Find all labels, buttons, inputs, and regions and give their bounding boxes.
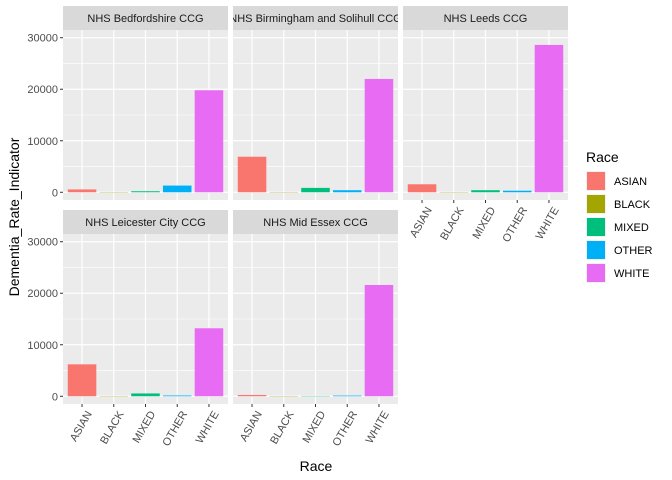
- bar-white: [194, 90, 224, 193]
- bar-asian: [237, 156, 267, 193]
- bar-asian: [67, 189, 97, 193]
- bar-white: [364, 78, 394, 193]
- legend-swatch: [587, 264, 605, 282]
- legend-label: ASIAN: [614, 176, 647, 188]
- bar-other: [332, 190, 362, 193]
- facet-title: NHS Leeds CCG: [444, 13, 528, 25]
- legend-swatch: [587, 218, 605, 236]
- bar-other: [332, 395, 362, 397]
- x-tick-label: MIXED: [471, 205, 499, 241]
- x-tick-label: OTHER: [330, 409, 360, 448]
- x-tick-label: ASIAN: [68, 409, 95, 444]
- x-tick-label: WHITE: [194, 409, 222, 446]
- facet-strip: [233, 6, 398, 30]
- facet-title: NHS Bedfordshire CCG: [87, 13, 203, 25]
- facet-strip: [403, 6, 568, 30]
- bar-other: [502, 190, 532, 193]
- bar-mixed: [131, 393, 160, 397]
- bar-mixed: [301, 187, 330, 193]
- facet-panel: NHS Mid Essex CCG ASIAN BLACK MIXED OTHER WHI…: [233, 210, 398, 448]
- facet-strip: [63, 210, 228, 234]
- x-tick-label: WHITE: [364, 409, 392, 446]
- facet-panel: NHS Bedfordshire CCG 0 10000 20000 30000: [27, 6, 228, 200]
- x-tick-label: BLACK: [438, 205, 467, 243]
- legend-label: WHITE: [614, 268, 649, 280]
- x-tick-label: OTHER: [160, 409, 190, 448]
- y-tick-label: 0: [52, 187, 58, 199]
- y-tick-label: 10000: [27, 340, 58, 352]
- legend-swatch: [587, 172, 605, 190]
- y-tick-label: 30000: [27, 33, 58, 45]
- y-tick-label: 20000: [27, 84, 58, 96]
- bar-asian: [67, 364, 97, 397]
- bar-other: [162, 395, 192, 397]
- legend-title: Race: [586, 149, 619, 165]
- y-tick-label: 30000: [27, 237, 58, 249]
- x-tick-label: ASIAN: [238, 409, 265, 444]
- y-tick-label: 0: [52, 391, 58, 403]
- bar-white: [534, 44, 564, 193]
- x-tick-label: ASIAN: [408, 205, 435, 240]
- bar-asian: [407, 184, 437, 193]
- x-tick-label: OTHER: [500, 205, 530, 244]
- legend: Race ASIAN BLACK MIXED OTHER WHITE: [586, 149, 653, 283]
- facet-panel: NHS Leeds CCG ASIAN BLACK MIXED OTHER WHITE: [403, 6, 568, 244]
- legend-label: OTHER: [614, 245, 653, 257]
- bar-mixed: [471, 190, 500, 193]
- facet-panel: NHS Leicester City CCG 0 10000 20000 30000 AS…: [27, 210, 228, 448]
- legend-item: MIXED: [586, 217, 649, 237]
- x-tick-label: WHITE: [534, 205, 562, 242]
- bar-asian: [237, 394, 267, 397]
- facet-panel: NHS Birmingham and Solihull CCG: [229, 6, 401, 200]
- x-tick-label: MIXED: [301, 409, 329, 445]
- legend-item: WHITE: [586, 263, 649, 283]
- facet-panels: NHS Bedfordshire CCG0100002000030000NHS …: [27, 6, 568, 448]
- y-tick-label: 20000: [27, 288, 58, 300]
- facet-title: NHS Leicester City CCG: [85, 217, 205, 229]
- y-axis-title: Dementia_Rate_Indicator: [6, 137, 22, 296]
- legend-item: BLACK: [586, 194, 651, 214]
- bar-white: [364, 285, 394, 397]
- facet-strip: [63, 6, 228, 30]
- legend-label: BLACK: [614, 199, 651, 211]
- bar-mixed: [131, 191, 160, 193]
- facet-title: NHS Mid Essex CCG: [263, 217, 368, 229]
- x-tick-label: BLACK: [98, 409, 127, 447]
- bar-white: [194, 328, 224, 397]
- facet-strip: [233, 210, 398, 234]
- x-axis-title: Race: [300, 458, 333, 474]
- legend-label: MIXED: [614, 222, 649, 234]
- bar-other: [162, 185, 192, 193]
- legend-swatch: [587, 195, 605, 213]
- x-tick-label: MIXED: [131, 409, 159, 445]
- x-tick-label: BLACK: [268, 409, 297, 447]
- legend-item: ASIAN: [586, 171, 647, 191]
- legend-item: OTHER: [586, 240, 653, 260]
- y-tick-label: 10000: [27, 136, 58, 148]
- legend-swatch: [587, 241, 605, 259]
- facet-title: NHS Birmingham and Solihull CCG: [229, 13, 401, 25]
